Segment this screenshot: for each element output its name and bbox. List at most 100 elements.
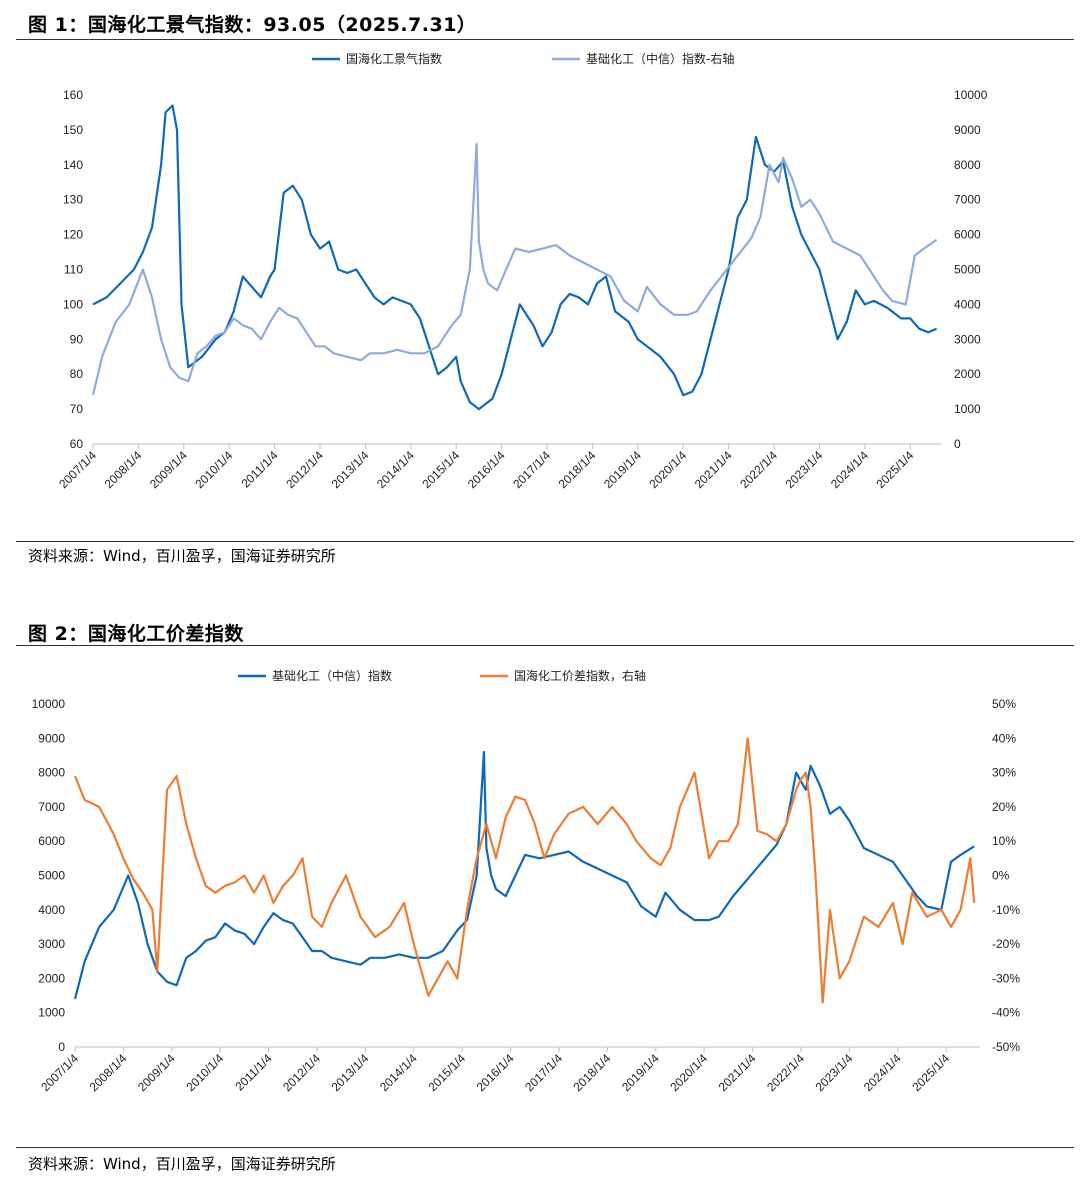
- x-tick-label: 2019/1/4: [619, 1051, 662, 1094]
- right-y-tick-label: -10%: [992, 903, 1020, 917]
- x-tick-label: 2017/1/4: [510, 448, 553, 491]
- x-tick-label: 2007/1/4: [38, 1051, 81, 1094]
- figure2-chart: 0 1000 2000 3000 4000 5000 6000 7000 8000 9000 100…: [32, 668, 1021, 1094]
- x-tick-label: 2012/1/4: [283, 448, 326, 491]
- x-tick-label: 2008/1/4: [87, 1051, 130, 1094]
- x-tick-label: 2020/1/4: [667, 1051, 710, 1094]
- x-tick-label: 2023/1/4: [783, 448, 826, 491]
- x-tick-label: 2009/1/4: [135, 1051, 178, 1094]
- left-y-tick-label: 120: [63, 228, 83, 242]
- x-tick-label: 2019/1/4: [601, 448, 644, 491]
- left-y-tick-label: 8000: [38, 766, 65, 780]
- right-y-tick-label: 0: [954, 437, 961, 451]
- left-y-tick-label: 160: [63, 88, 83, 102]
- right-y-tick-label: 7000: [954, 193, 981, 207]
- x-tick-label: 2012/1/4: [280, 1051, 323, 1094]
- right-y-tick-label: 3000: [954, 332, 981, 346]
- x-tick-label: 2010/1/4: [183, 1051, 226, 1094]
- figure1-bottom-rule: [16, 541, 1074, 542]
- figure2-title: 图 2：国海化工价差指数: [28, 623, 244, 645]
- right-y-tick-label: 8000: [954, 158, 981, 172]
- right-y-tick-label: 0%: [992, 869, 1010, 883]
- x-tick-label: 2010/1/4: [192, 448, 235, 491]
- series-line-1: [92, 104, 938, 411]
- left-y-tick-label: 60: [70, 437, 84, 451]
- right-y-tick-label: 40%: [992, 731, 1016, 745]
- right-y-tick-label: 10000: [954, 88, 988, 102]
- left-y-tick-label: 90: [70, 332, 84, 346]
- x-tick-label: 2007/1/4: [56, 448, 99, 491]
- x-tick-label: 2009/1/4: [147, 448, 190, 491]
- x-tick-label: 2016/1/4: [474, 1051, 517, 1094]
- right-y-tick-label: -50%: [992, 1040, 1020, 1054]
- x-tick-label: 2020/1/4: [646, 448, 689, 491]
- figure2-source: 资料来源：Wind，百川盈孚，国海证券研究所: [28, 1155, 336, 1173]
- right-y-tick-label: 2000: [954, 367, 981, 381]
- series-line-1: [73, 750, 975, 1000]
- x-tick-label: 2021/1/4: [716, 1051, 759, 1094]
- figure1-chart: 60 70 80 90 100 110 120 130 140 150 160 0 1000 2000 30…: [56, 51, 988, 491]
- left-y-tick-label: 70: [70, 402, 84, 416]
- x-tick-label: 2023/1/4: [813, 1051, 856, 1094]
- left-y-tick-label: 0: [58, 1040, 65, 1054]
- x-tick-label: 2021/1/4: [692, 448, 735, 491]
- x-tick-label: 2022/1/4: [737, 448, 780, 491]
- left-y-tick-label: 10000: [32, 697, 66, 711]
- left-y-tick-label: 2000: [38, 971, 65, 985]
- right-y-tick-label: 1000: [954, 402, 981, 416]
- x-tick-label: 2011/1/4: [232, 1051, 275, 1094]
- x-tick-label: 2022/1/4: [764, 1051, 807, 1094]
- figure1-top-rule: [16, 39, 1074, 40]
- right-y-tick-label: -30%: [992, 971, 1020, 985]
- legend-label-1: 基础化工（中信）指数: [272, 668, 392, 683]
- x-tick-label: 2018/1/4: [556, 448, 599, 491]
- x-tick-label: 2015/1/4: [419, 448, 462, 491]
- figure2-top-rule: [16, 645, 1074, 646]
- left-y-tick-label: 80: [70, 367, 84, 381]
- left-y-tick-label: 130: [63, 193, 83, 207]
- x-tick-label: 2024/1/4: [861, 1051, 904, 1094]
- right-y-tick-label: -40%: [992, 1006, 1020, 1020]
- x-tick-label: 2025/1/4: [909, 1051, 952, 1094]
- figure1-source: 资料来源：Wind，百川盈孚，国海证券研究所: [28, 547, 336, 565]
- right-y-tick-label: 10%: [992, 834, 1016, 848]
- x-tick-label: 2013/1/4: [329, 1051, 372, 1094]
- legend-label-2: 基础化工（中信）指数-右轴: [586, 51, 734, 66]
- right-y-tick-label: 30%: [992, 766, 1016, 780]
- left-y-tick-label: 100: [63, 297, 83, 311]
- x-tick-label: 2008/1/4: [102, 448, 145, 491]
- left-y-tick-label: 110: [64, 263, 83, 277]
- right-y-tick-label: 50%: [992, 697, 1016, 711]
- x-tick-label: 2015/1/4: [425, 1051, 468, 1094]
- series-line-2: [91, 142, 938, 396]
- left-y-tick-label: 140: [63, 158, 83, 172]
- left-y-tick-label: 3000: [38, 937, 65, 951]
- left-y-tick-label: 9000: [38, 731, 65, 745]
- right-y-tick-label: -20%: [992, 937, 1020, 951]
- left-y-tick-label: 150: [63, 123, 83, 137]
- x-tick-label: 2018/1/4: [571, 1051, 614, 1094]
- x-tick-label: 2025/1/4: [873, 448, 916, 491]
- left-y-tick-label: 7000: [38, 800, 65, 814]
- x-tick-label: 2016/1/4: [465, 448, 508, 491]
- legend-label-1: 国海化工景气指数: [346, 51, 442, 66]
- series-line-2: [73, 737, 976, 1004]
- x-tick-label: 2017/1/4: [522, 1051, 565, 1094]
- figure2-bottom-rule: [16, 1147, 1074, 1148]
- right-y-tick-label: 4000: [954, 297, 981, 311]
- x-tick-label: 2013/1/4: [329, 448, 372, 491]
- left-y-tick-label: 6000: [38, 834, 65, 848]
- right-y-tick-label: 6000: [954, 228, 981, 242]
- x-tick-label: 2014/1/4: [374, 448, 417, 491]
- right-y-tick-label: 5000: [954, 263, 981, 277]
- right-y-tick-label: 20%: [992, 800, 1016, 814]
- left-y-tick-label: 5000: [38, 869, 65, 883]
- left-y-tick-label: 1000: [38, 1006, 65, 1020]
- x-tick-label: 2014/1/4: [377, 1051, 420, 1094]
- left-y-tick-label: 4000: [38, 903, 65, 917]
- legend-label-2: 国海化工价差指数，右轴: [514, 668, 646, 683]
- right-y-tick-label: 9000: [954, 123, 981, 137]
- x-tick-label: 2011/1/4: [238, 448, 281, 491]
- x-tick-label: 2024/1/4: [828, 448, 871, 491]
- figure1-title: 图 1：国海化工景气指数：93.05（2025.7.31）: [28, 14, 477, 36]
